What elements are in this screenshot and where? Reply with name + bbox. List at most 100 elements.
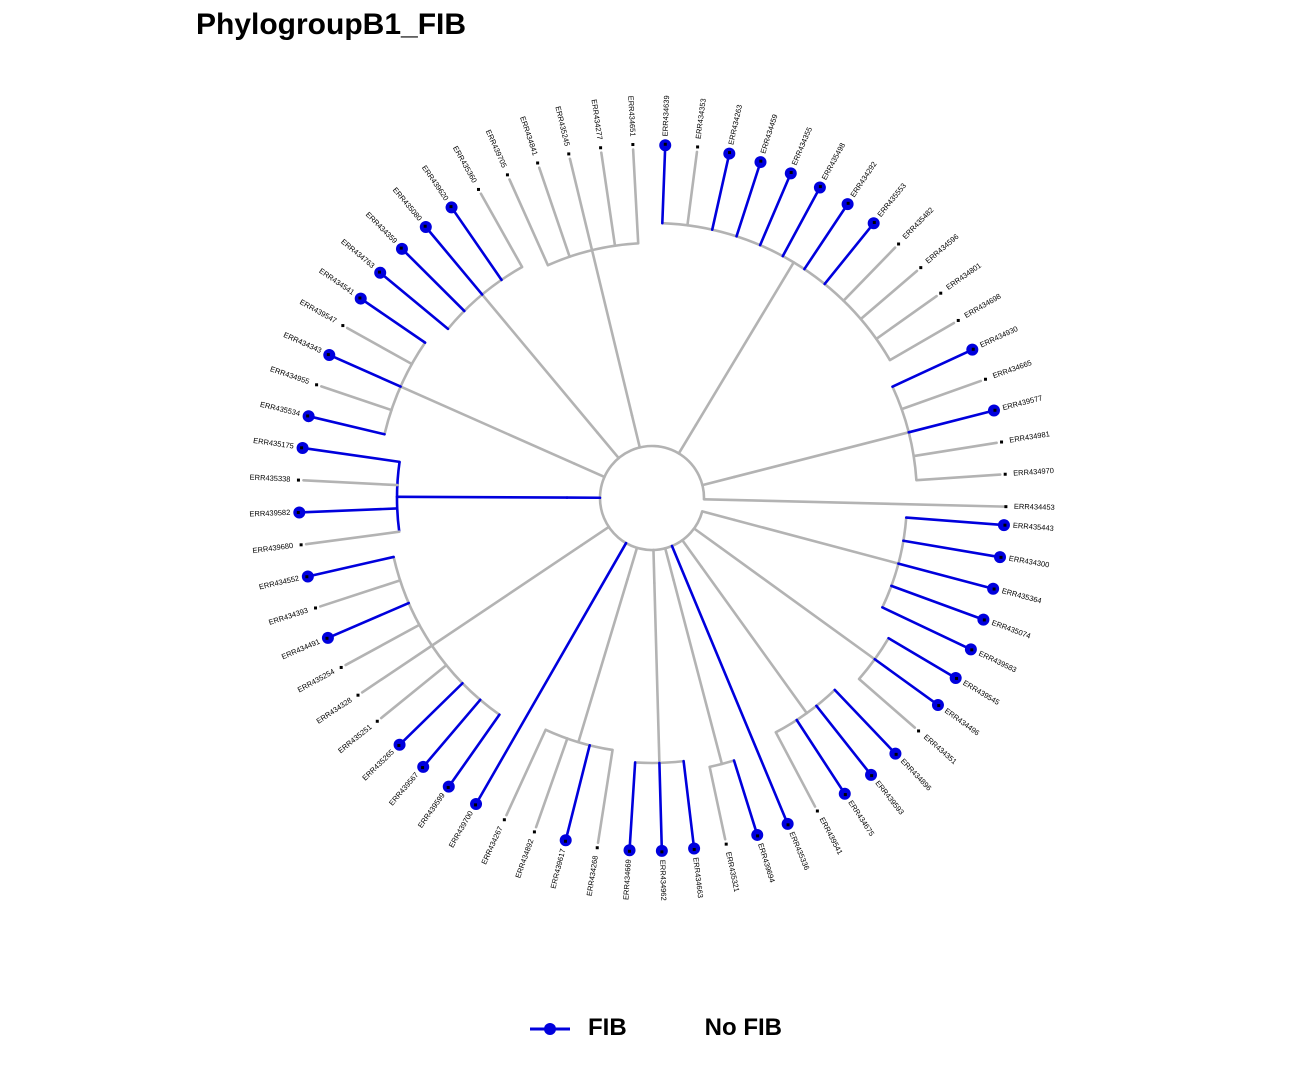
tip-branch: [857, 677, 917, 729]
tip-label: ERR434651: [626, 95, 637, 136]
tip-marker: [358, 296, 362, 300]
tip-branch: [874, 294, 938, 341]
tip-label: ERR435498: [820, 141, 847, 181]
tip-marker: [505, 173, 509, 177]
tip-branch: [320, 385, 393, 412]
tip-branch: [534, 737, 569, 829]
tip-err439593: ERR439593: [865, 768, 906, 817]
tip-label: ERR435265: [360, 747, 396, 782]
tree-tips: ERR434453 ERR434970 ERR434981 ERR439577 ERR4…: [249, 95, 1055, 901]
tip-label: ERR435443: [1013, 521, 1054, 533]
tip-label: ERR434353: [694, 98, 708, 140]
tip-marker: [919, 266, 923, 270]
tip-marker: [595, 846, 599, 850]
tip-err434267: ERR434267: [479, 818, 506, 866]
plot-title: PhylogroupB1_FIB: [196, 8, 467, 41]
tip-marker: [815, 809, 819, 813]
clade-stem: [677, 423, 698, 455]
tip-marker: [306, 414, 310, 418]
tip-label: ERR434663: [691, 857, 705, 899]
tip-marker: [532, 830, 536, 834]
tip-err439545: ERR439545: [949, 671, 1001, 707]
tip-err434277: ERR434277: [590, 99, 604, 150]
legend: FIB No FIB: [528, 1014, 860, 1042]
tip-label: ERR434841: [518, 115, 540, 157]
tip-err434292: ERR434292: [841, 160, 879, 211]
tip-branch: [424, 225, 484, 296]
clade-stem: [670, 544, 789, 826]
tip-label: ERR435254: [296, 667, 336, 694]
legend-item-fib: FIB: [528, 1014, 627, 1042]
tip-marker: [627, 849, 631, 853]
tip-err439577: ERR439577: [987, 393, 1043, 417]
tip-err439547: ERR439547: [298, 297, 345, 328]
tip-err434393: ERR434393: [268, 606, 318, 627]
tip-marker: [696, 145, 700, 149]
tip-branch: [897, 562, 995, 591]
tip-marker: [305, 575, 309, 579]
tip-branch: [900, 379, 983, 411]
tip-label: ERR434393: [268, 606, 310, 627]
tip-branch: [301, 446, 401, 464]
clade-stem-outer: [694, 261, 796, 427]
tip-marker: [992, 587, 996, 591]
tip-marker: [421, 766, 425, 770]
tip-branch: [833, 688, 897, 755]
tip-branch: [450, 206, 503, 282]
legend-label-fib: FIB: [588, 1014, 627, 1041]
tip-err434639: ERR434639: [659, 95, 672, 152]
tip-label: ERR434892: [513, 838, 535, 880]
tip-marker: [993, 408, 997, 412]
tip-marker: [326, 353, 330, 357]
tip-marker: [870, 774, 874, 778]
clade-stem-outer: [480, 293, 599, 435]
clade-stem: [474, 541, 628, 806]
tip-marker: [1004, 505, 1008, 509]
tip-err439680: ERR439680: [252, 541, 303, 555]
tip-label: ERR439577: [1001, 393, 1043, 412]
tip-marker: [756, 834, 760, 838]
tip-label: ERR435336: [787, 830, 811, 871]
tip-branch: [682, 759, 696, 850]
tip-err434665: ERR434665: [983, 358, 1033, 381]
tip-label: ERR435251: [336, 722, 373, 755]
tip-label: ERR439620: [420, 164, 451, 203]
tip-marker: [872, 221, 876, 225]
tip-branch: [568, 157, 594, 252]
root-arc: [598, 444, 706, 552]
tip-marker: [728, 151, 732, 155]
tip-err434896: ERR434896: [889, 747, 933, 792]
tip-branch: [537, 166, 571, 258]
tip-label: ERR439583: [977, 649, 1018, 675]
tip-branch: [344, 623, 421, 667]
clade-stem: [700, 510, 736, 522]
clade-arc: [395, 461, 401, 532]
tip-err434300: ERR434300: [994, 551, 1050, 569]
tip-err434970: ERR434970: [1003, 466, 1054, 478]
tip-marker: [325, 636, 329, 640]
tip-branch: [732, 759, 759, 837]
tip-marker: [1000, 440, 1004, 444]
clade-arc: [775, 688, 836, 734]
tip-err435321: ERR435321: [724, 842, 741, 893]
tip-branch: [327, 353, 402, 388]
tip-marker: [339, 665, 343, 669]
tip-err434930: ERR434930: [966, 324, 1019, 356]
tip-marker: [423, 224, 427, 228]
tip-branch: [359, 297, 427, 344]
tip-err434343: ERR434343: [282, 330, 336, 361]
tip-branch: [823, 221, 875, 286]
tip-label: ERR434930: [978, 324, 1019, 349]
tip-err439567: ERR439567: [387, 760, 430, 807]
tip-err434496: ERR434496: [931, 698, 981, 737]
tip-err439583: ERR439583: [964, 643, 1018, 675]
tip-label: ERR439582: [249, 508, 290, 519]
clade-stem-outer: [590, 248, 634, 417]
tip-branch: [873, 657, 940, 707]
tip-label: ERR434292: [848, 160, 878, 199]
tip-label: ERR439593: [873, 779, 905, 817]
tip-branch: [890, 584, 985, 621]
tip-label: ERR434669: [621, 859, 633, 900]
tip-label: ERR434763: [339, 237, 376, 270]
